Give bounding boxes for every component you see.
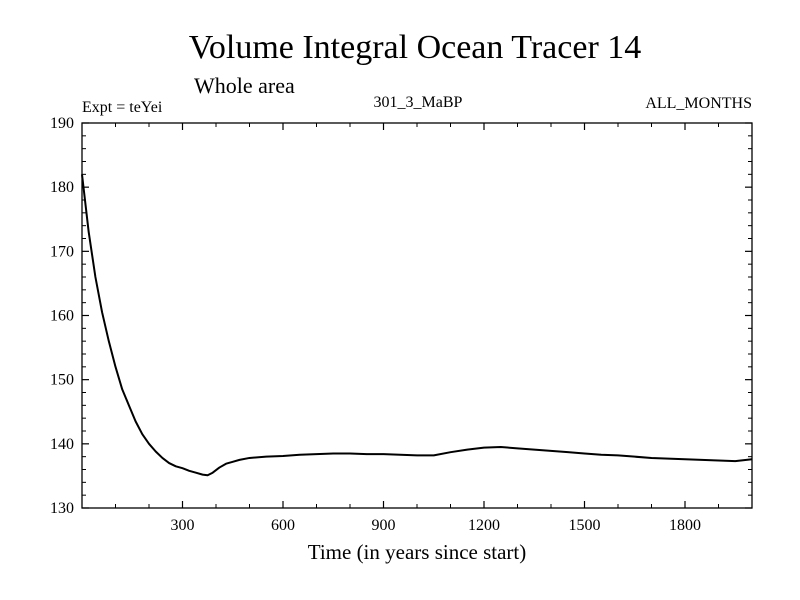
series-line: [81, 174, 753, 477]
x-axis-label: Time (in years since start): [308, 540, 527, 564]
chart-subtitle: Whole area: [194, 73, 295, 98]
x-tick-label: 300: [171, 517, 195, 534]
series-layer: [81, 174, 753, 477]
plot-frame: [81, 122, 753, 509]
x-tick-label: 1500: [569, 517, 601, 534]
y-tick-label: 150: [50, 372, 74, 389]
experiment-label: Expt = teYei: [82, 99, 163, 116]
y-tick-label: 190: [50, 115, 74, 132]
run-label: 301_3_MaBP: [374, 94, 463, 111]
y-tick-label: 160: [50, 308, 74, 325]
y-tick-label: 170: [50, 243, 74, 260]
y-tick-label: 180: [50, 179, 74, 196]
x-tick-label: 900: [372, 517, 396, 534]
period-label: ALL_MONTHS: [645, 95, 752, 112]
x-tick-label: 600: [271, 517, 295, 534]
x-tick-label: 1200: [468, 517, 500, 534]
chart-title: Volume Integral Ocean Tracer 14: [189, 29, 642, 66]
y-tick-label: 140: [50, 436, 74, 453]
y-tick-label: 130: [50, 500, 74, 517]
x-tick-label: 1800: [669, 517, 701, 534]
